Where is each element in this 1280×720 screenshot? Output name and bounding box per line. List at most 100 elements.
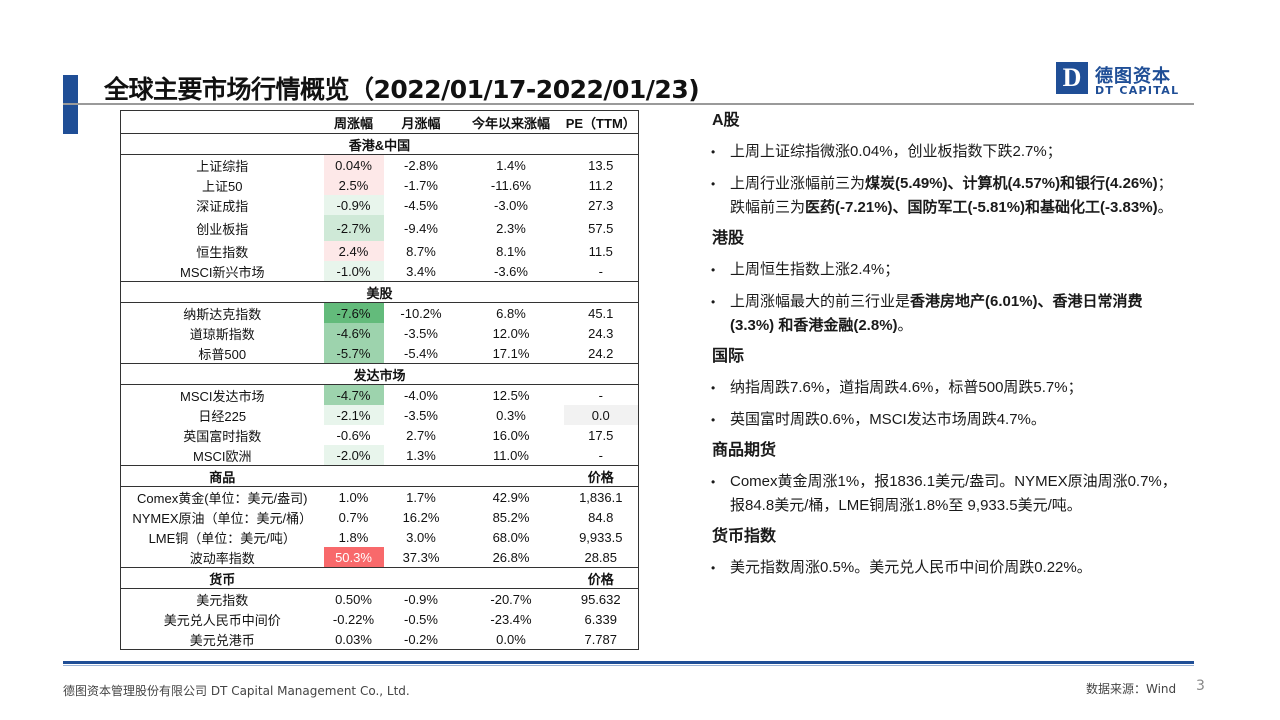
- logo-mark-icon: D: [1056, 62, 1088, 94]
- row-name: 美元兑人民币中间价: [163, 612, 281, 628]
- row-name: 上证50: [202, 178, 243, 194]
- bullet-highlight: 煤炭(5.49%)、计算机(4.57%)和银行(4.26%): [865, 175, 1158, 192]
- price-label: 价格: [563, 465, 639, 487]
- price-value: 7.787: [584, 631, 618, 647]
- bullet-item: 上周上证综指微涨0.04%，创业板指数下跌2.7%；: [706, 140, 1186, 164]
- monthly-change: 3.0%: [406, 529, 436, 545]
- row-name: 恒生指数: [196, 244, 249, 260]
- header-cell: 今年以来涨幅: [458, 110, 564, 134]
- table-row: LME铜（单位：美元/吨） 1.8% 3.0% 68.0% 9,933.5: [121, 527, 639, 547]
- section-heading-fx: 货币指数: [712, 528, 777, 545]
- weekly-change: -0.6%: [336, 427, 371, 443]
- table-row: 纳斯达克指数 -7.6% -10.2% 6.8% 45.1: [121, 302, 639, 323]
- monthly-change: 8.7%: [406, 243, 436, 259]
- monthly-change: -3.5%: [404, 407, 438, 423]
- row-name: 波动率指数: [189, 550, 255, 566]
- row-name: LME铜（单位：美元/吨）: [148, 530, 296, 546]
- bullet-item: 上周行业涨幅前三为煤炭(5.49%)、计算机(4.57%)和银行(4.26%)；…: [706, 172, 1186, 220]
- row-name: MSCI发达市场: [179, 388, 265, 404]
- section-title: 发达市场: [120, 363, 639, 385]
- pe-value: 57.5: [588, 220, 614, 236]
- header-cell: PE（TTM）: [563, 110, 639, 134]
- row-name: MSCI欧洲: [192, 448, 252, 464]
- monthly-change: 3.4%: [406, 263, 436, 279]
- row-name: 标普500: [198, 346, 247, 362]
- bullet-text: 上周上证综指微涨0.04%，创业板指数下跌2.7%；: [730, 143, 1062, 160]
- row-name: 深证成指: [196, 198, 249, 214]
- monthly-change: 2.7%: [406, 427, 436, 443]
- ytd-change: 6.8%: [496, 305, 526, 321]
- bullet-item: 上周恒生指数上涨2.4%；: [706, 258, 1186, 282]
- section-row-us-stocks: 美股: [120, 281, 639, 303]
- ytd-change: -3.0%: [494, 197, 528, 213]
- page-number: 3: [1196, 678, 1205, 694]
- ytd-change: -20.7%: [490, 591, 532, 607]
- weekly-change: 0.04%: [323, 154, 384, 175]
- weekly-change: -2.0%: [323, 445, 384, 466]
- weekly-change: 0.50%: [335, 591, 372, 607]
- table-row: 美元指数 0.50% -0.9% -20.7% 95.632: [121, 589, 639, 610]
- weekly-change: -4.6%: [323, 323, 384, 343]
- pe-value: 24.2: [588, 345, 614, 361]
- weekly-change: 1.8%: [338, 529, 369, 545]
- monthly-change: -4.5%: [404, 197, 438, 213]
- weekly-change: 50.3%: [323, 547, 384, 568]
- pe-value: 11.5: [588, 243, 613, 259]
- ytd-change: 17.1%: [492, 345, 530, 361]
- bullet-text: 上周恒生指数上涨2.4%；: [730, 261, 900, 278]
- table-row: MSCI欧洲 -2.0% 1.3% 11.0% -: [121, 445, 639, 466]
- ytd-change: -3.6%: [494, 263, 528, 279]
- monthly-change: 16.2%: [402, 509, 440, 525]
- market-overview-table: 周涨幅 月涨幅 今年以来涨幅 PE（TTM） 香港&中国 上证综指 0.04% …: [120, 110, 639, 650]
- ytd-change: 2.3%: [496, 220, 526, 236]
- bullet-highlight: 医药(-7.21%)、国防军工(-5.81%)和基础化工(-3.83%): [805, 199, 1158, 216]
- bullet-item: 纳指周跌7.6%，道指周跌4.6%，标普500周跌5.7%；: [706, 376, 1186, 400]
- monthly-change: 37.3%: [402, 549, 440, 565]
- pe-value: -: [598, 263, 603, 279]
- monthly-change: 1.7%: [406, 489, 436, 505]
- bullet-highlight: 香港房地产(6.01%)、香港日常消费(3.3%) 和香港金融(2.8%): [730, 293, 1143, 334]
- table-row: Comex黄金(单位：美元/盎司) 1.0% 1.7% 42.9% 1,836.…: [121, 487, 639, 508]
- pe-value: -: [598, 387, 603, 403]
- weekly-change: 1.0%: [338, 489, 369, 505]
- price-value: 9,933.5: [579, 529, 623, 545]
- ytd-change: 26.8%: [492, 549, 530, 565]
- section-row-commodities: 商品 价格: [120, 465, 639, 487]
- pe-value: 45.1: [588, 305, 614, 321]
- footer-source: 数据来源：Wind: [1086, 682, 1177, 696]
- ytd-change: 42.9%: [492, 489, 530, 505]
- section-row-hk-china: 香港&中国: [120, 133, 639, 155]
- pe-value: 13.5: [588, 157, 614, 173]
- company-logo: D 德图资本 DT CAPITAL: [1056, 62, 1196, 98]
- section-row-currency: 货币 价格: [120, 567, 639, 589]
- weekly-change: 0.03%: [335, 631, 372, 647]
- table-row: 上证综指 0.04% -2.8% 1.4% 13.5: [121, 154, 639, 175]
- table-row: 创业板指 -2.7% -9.4% 2.3% 57.5: [121, 215, 639, 241]
- weekly-change: -4.7%: [323, 384, 384, 405]
- section-heading-a-share: A股: [712, 112, 740, 129]
- row-name: 英国富时指数: [183, 428, 262, 444]
- weekly-change: -0.22%: [332, 611, 375, 627]
- weekly-change: -7.6%: [323, 302, 384, 323]
- header-cell: [120, 110, 324, 134]
- section-title: 美股: [120, 281, 639, 303]
- section-heading-hk: 港股: [712, 230, 745, 247]
- bullet-text: 。: [897, 317, 913, 334]
- pe-value: 0.0: [563, 405, 639, 425]
- section-title: 香港&中国: [120, 133, 639, 155]
- monthly-change: -2.8%: [404, 157, 438, 173]
- row-name: 创业板指: [196, 221, 249, 237]
- weekly-change: 2.5%: [323, 175, 384, 195]
- market-commentary: A股 上周上证综指微涨0.04%，创业板指数下跌2.7%； 上周行业涨幅前三为煤…: [706, 110, 1186, 588]
- weekly-change: 2.4%: [323, 241, 384, 261]
- table-header-row: 周涨幅 月涨幅 今年以来涨幅 PE（TTM）: [120, 110, 639, 134]
- table-row: 道琼斯指数 -4.6% -3.5% 12.0% 24.3: [121, 323, 639, 343]
- pe-value: 24.3: [588, 325, 614, 341]
- table-row: 美元兑人民币中间价 -0.22% -0.5% -23.4% 6.339: [121, 609, 639, 629]
- price-value: 28.85: [584, 549, 618, 565]
- bullet-text: 纳指周跌7.6%，道指周跌4.6%，标普500周跌5.7%；: [730, 379, 1083, 396]
- weekly-change: -0.9%: [323, 195, 384, 215]
- table-row: NYMEX原油（单位：美元/桶） 0.7% 16.2% 85.2% 84.8: [121, 507, 639, 527]
- table-row: 标普500 -5.7% -5.4% 17.1% 24.2: [121, 343, 639, 364]
- section-title: 货币: [120, 567, 324, 589]
